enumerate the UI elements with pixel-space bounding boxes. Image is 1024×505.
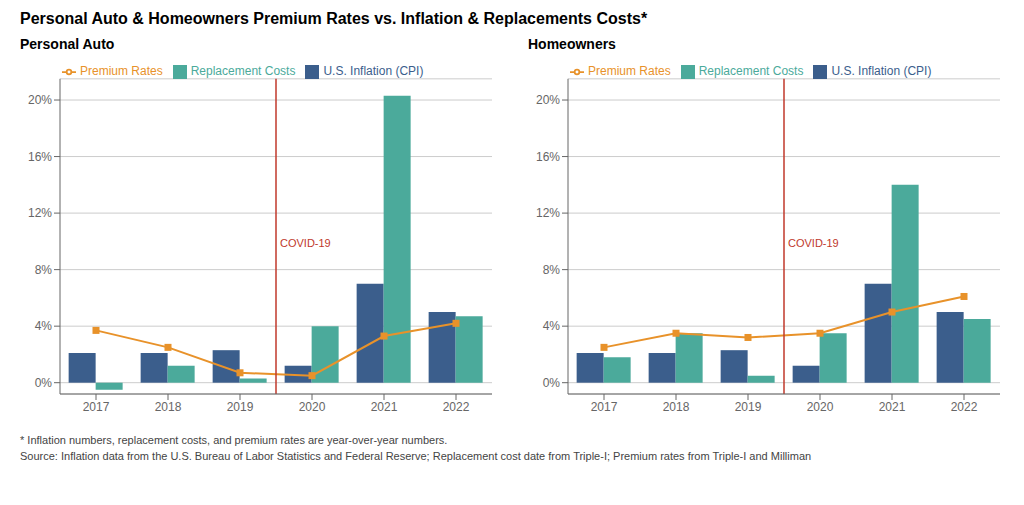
svg-text:2017: 2017 [591,400,618,414]
svg-text:16%: 16% [536,150,560,164]
svg-text:COVID-19: COVID-19 [788,237,839,249]
svg-text:2019: 2019 [735,400,762,414]
svg-text:16%: 16% [28,150,52,164]
svg-text:2020: 2020 [299,400,326,414]
svg-text:20%: 20% [28,93,52,107]
svg-text:4%: 4% [543,319,561,333]
html-text:Premium Rates: Premium Rates [588,64,671,78]
svg-text:2019: 2019 [227,400,254,414]
svg-text:2020: 2020 [807,400,834,414]
svg-text:2022: 2022 [443,400,470,414]
html-text:U.S. Inflation (CPI): U.S. Inflation (CPI) [831,64,932,78]
svg-text:20%: 20% [536,93,560,107]
html-text:Homeowners: Homeowners [528,36,616,52]
html-text:U.S. Inflation (CPI): U.S. Inflation (CPI) [323,64,424,78]
svg-text:12%: 12% [28,206,52,220]
html-text:Premium Rates: Premium Rates [80,64,163,78]
html-text:Replacement Costs: Replacement Costs [190,64,296,78]
svg-text:2021: 2021 [879,400,906,414]
html-text:* Inflation numbers, replaceme: * Inflation numbers, replacement costs, … [20,434,448,446]
svg-text:2022: 2022 [951,400,978,414]
svg-text:2021: 2021 [371,400,398,414]
svg-text:COVID-19: COVID-19 [280,237,331,249]
svg-text:2018: 2018 [155,400,182,414]
svg-text:2018: 2018 [663,400,690,414]
svg-text:4%: 4% [35,319,53,333]
svg-text:8%: 8% [35,263,53,277]
svg-text:8%: 8% [543,263,561,277]
html-text:Personal Auto: Personal Auto [20,36,115,52]
svg-text:0%: 0% [35,376,53,390]
html-text:Personal Auto & Homeowners Pre: Personal Auto & Homeowners Premium Rates… [20,10,648,27]
svg-text:2017: 2017 [83,400,110,414]
html-text:Replacement Costs: Replacement Costs [698,64,804,78]
html-text:Source: Inflation data from th: Source: Inflation data from the U.S. Bur… [20,450,812,462]
svg-text:12%: 12% [536,206,560,220]
svg-text:0%: 0% [543,376,561,390]
